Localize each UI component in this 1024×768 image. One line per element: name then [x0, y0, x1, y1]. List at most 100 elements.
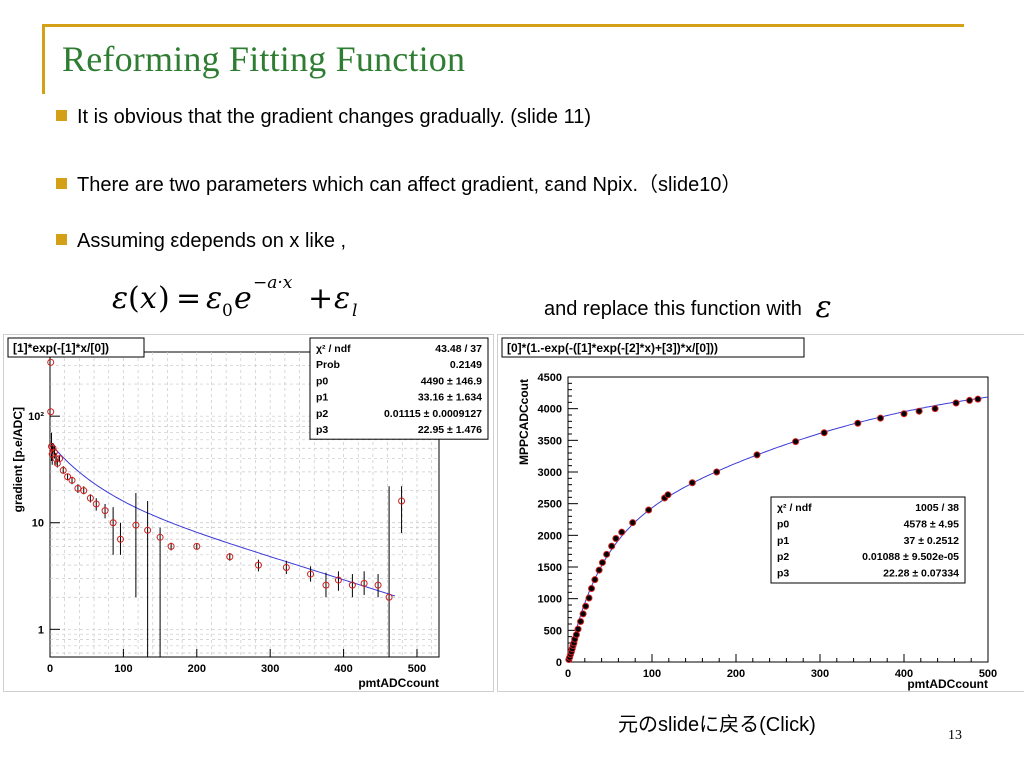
stats-label: χ² / ndf: [777, 502, 812, 514]
data-point: [282, 564, 290, 572]
y-tick-label: 500: [544, 625, 562, 637]
data-point: [579, 610, 587, 618]
stats-value: 0.01088 ± 9.502e-05: [862, 551, 959, 563]
data-point: [109, 519, 117, 527]
data-point: [385, 593, 393, 601]
bullet-text: There are two parameters which can affec…: [77, 174, 742, 196]
gradient-fit-chart: 0 100 200 300 400 500 1 10 10² pmtADCcount gradien…: [7, 337, 489, 690]
data-point: [595, 566, 603, 574]
function-title-box: [501, 337, 805, 358]
stats-value: 0.01115 ± 0.0009127: [384, 408, 482, 420]
svg-text:0: 0: [222, 301, 233, 321]
svg-text:ε: ε: [112, 281, 128, 316]
bullet-two-parameters: There are two parameters which can affec…: [56, 168, 741, 197]
slide-title: Reforming Fitting Function: [62, 39, 466, 79]
data-point: [226, 553, 234, 561]
data-point: [582, 602, 590, 610]
stats-value: 37 ± 0.2512: [904, 535, 960, 547]
y-axis-label: gradient [p.e/ADC]: [11, 407, 25, 512]
stats-label: p2: [777, 551, 789, 563]
data-point: [618, 528, 626, 536]
data-point: [713, 468, 721, 476]
x-tick-label: 0: [565, 668, 571, 680]
stats-value: 1005 / 38: [915, 502, 959, 514]
svg-text:e: e: [234, 281, 252, 316]
svg-text:ε: ε: [206, 281, 222, 316]
svg-text:ε: ε: [334, 281, 350, 316]
data-point: [854, 419, 862, 427]
epsilon-symbol: ε: [815, 290, 832, 325]
data-point: [966, 396, 974, 404]
fit-curve: [51, 444, 396, 597]
data-point: [116, 535, 124, 543]
stats-value: 22.95 ± 1.476: [418, 424, 482, 436]
bullet-square-icon: [56, 178, 67, 189]
data-point: [398, 497, 406, 505]
y-tick-label: 3500: [538, 435, 562, 447]
page-number: 13: [948, 728, 962, 743]
data-point: [193, 542, 201, 550]
function-title-box: [7, 337, 145, 358]
data-point: [47, 442, 55, 450]
y-tick-label: 2500: [538, 499, 562, 511]
stats-value: 22.28 ± 0.07334: [883, 568, 959, 580]
x-axis-label: pmtADCcount: [907, 677, 988, 691]
data-point: [322, 581, 330, 589]
data-point: [577, 617, 585, 625]
x-tick-label: 500: [979, 668, 997, 680]
stats-label: p1: [777, 535, 789, 547]
back-to-slide-link[interactable]: 元のslideに戻る(Click): [618, 714, 816, 736]
stats-label: p2: [316, 408, 328, 420]
x-tick-label: 0: [47, 663, 53, 675]
x-tick-label: 400: [895, 668, 913, 680]
x-tick-label: 300: [811, 668, 829, 680]
svg-text:l: l: [352, 301, 357, 321]
stats-value: 43.48 / 37: [435, 343, 482, 355]
bullet-square-icon: [56, 234, 67, 245]
data-point: [876, 414, 884, 422]
stats-label: χ² / ndf: [316, 343, 351, 355]
data-point: [86, 494, 94, 502]
data-point: [629, 519, 637, 527]
epsilon-formula: ε ( x ) = ε 0 e −a·x + ε l: [112, 273, 357, 321]
stats-label: p3: [777, 568, 789, 580]
svg-text:−a·x: −a·x: [253, 273, 293, 293]
stats-label: p0: [316, 375, 328, 387]
y-tick-label: 3000: [538, 467, 562, 479]
x-tick-label: 100: [643, 668, 661, 680]
x-tick-label: 200: [727, 668, 745, 680]
data-point: [574, 625, 582, 633]
data-point: [47, 358, 55, 366]
x-tick-label: 100: [114, 663, 132, 675]
gradient-fit-plot: 0 100 200 300 400 500 1 10 10² pmtADCcount gradien…: [3, 334, 494, 692]
mppc-fit-plot: 0 100 200 300 400 500 0 500 1000 1500 2000 2500 3000…: [497, 334, 1024, 692]
data-point: [588, 585, 596, 593]
data-point: [348, 581, 356, 589]
data-point: [254, 561, 262, 569]
data-point: [974, 395, 982, 403]
bullet-assuming-epsilon: Assuming εdepends on x like ,: [56, 230, 346, 253]
stats-value: 0.2149: [450, 359, 482, 371]
data-point: [608, 542, 616, 550]
stats-label: p0: [777, 518, 789, 530]
svg-text:+: +: [308, 281, 333, 316]
stats-label: Prob: [316, 359, 340, 371]
bullet-gradient-changes: It is obvious that the gradient changes …: [56, 106, 591, 129]
title-frame-left: [42, 24, 45, 94]
y-axis-label: MPPCADCcout: [517, 379, 531, 465]
svg-text:x: x: [140, 281, 157, 316]
data-point: [132, 521, 140, 529]
data-point: [74, 484, 82, 492]
data-point: [612, 535, 620, 542]
data-point: [598, 559, 606, 567]
data-point: [144, 526, 152, 534]
data-point: [167, 542, 175, 550]
bullet-text: Assuming εdepends on x like ,: [77, 230, 347, 252]
stats-label: p1: [316, 392, 328, 404]
mppc-fit-chart: 0 100 200 300 400 500 0 500 1000 1500 2000 2500 3000…: [501, 337, 997, 691]
data-point: [49, 444, 57, 452]
y-tick-label: 1500: [538, 562, 562, 574]
data-point: [80, 487, 88, 495]
data-point: [360, 579, 368, 587]
stats-box: [770, 496, 966, 584]
